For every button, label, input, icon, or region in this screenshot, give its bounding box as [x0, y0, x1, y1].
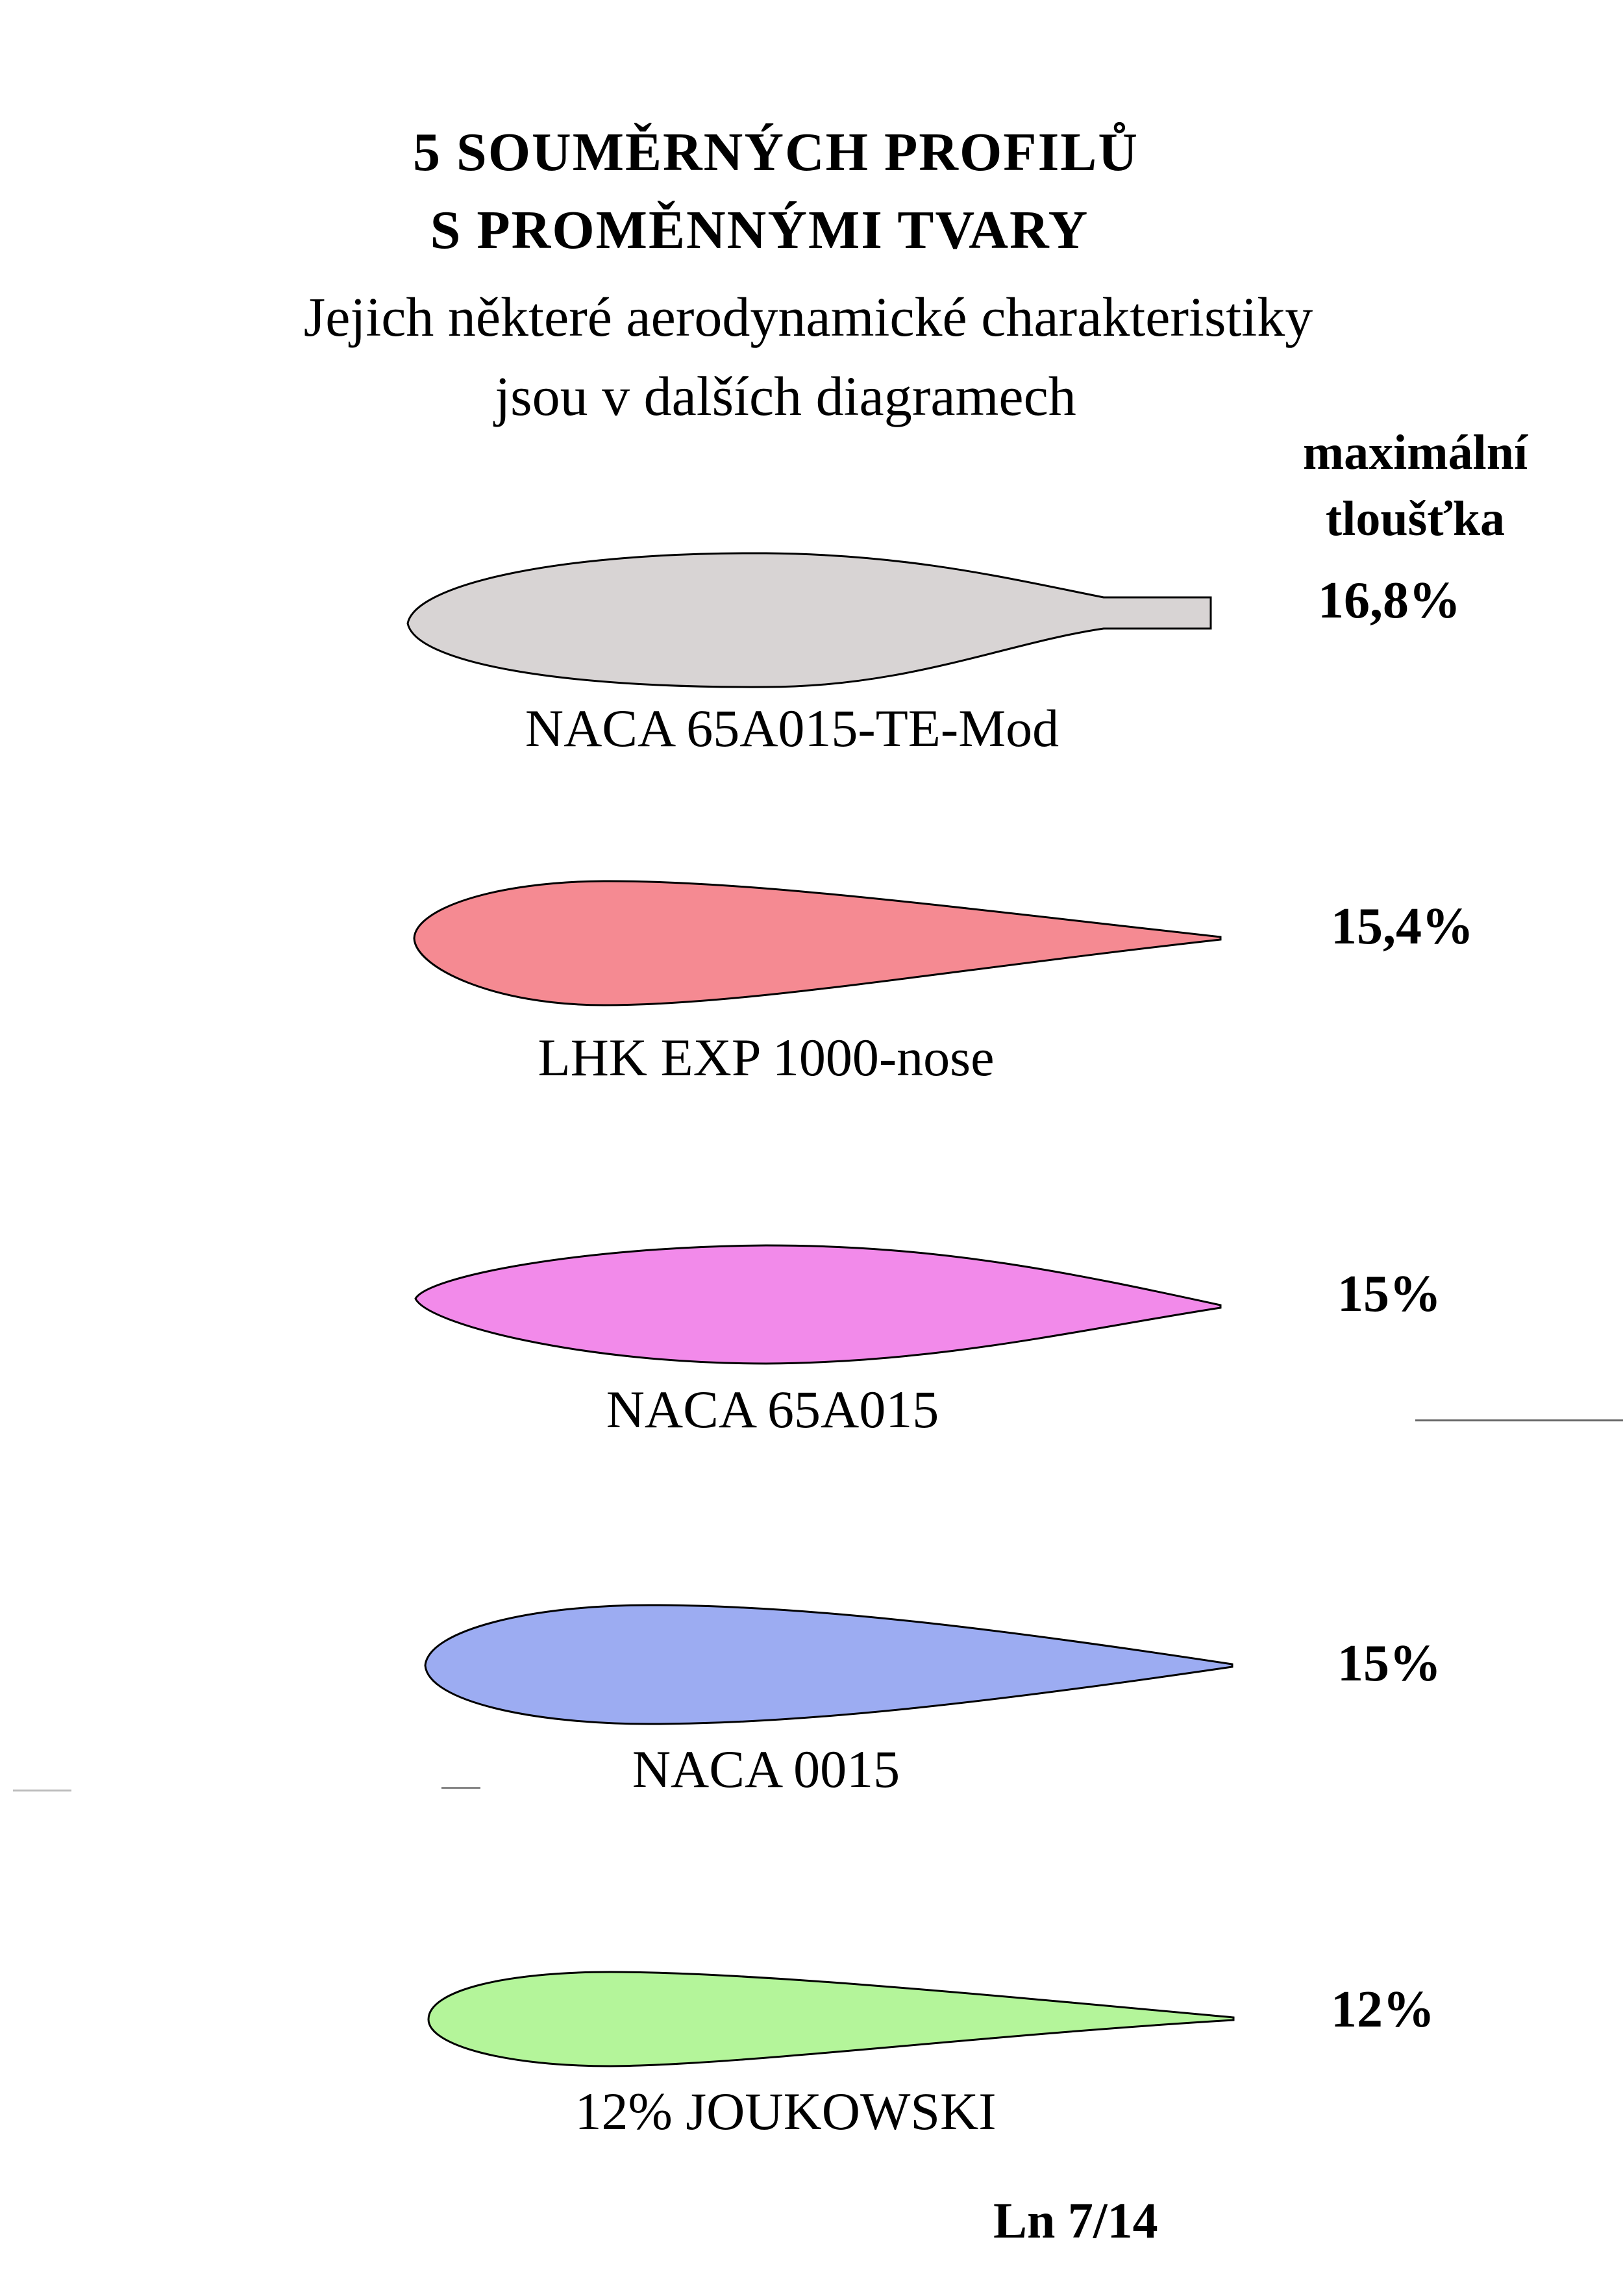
thickness-header-line-1: maximální — [1302, 425, 1528, 480]
max-thickness-naca-0015: 15% — [1337, 1635, 1441, 1692]
scan-artifact-line — [13, 1790, 71, 1791]
airfoil-outline-naca-65a015-te-mod — [406, 552, 1212, 688]
airfoil-outline-lhk-exp-1000-nose — [413, 880, 1222, 1006]
airfoil-outline-12-joukowski — [427, 1971, 1235, 2067]
profile-name-lhk-exp-1000-nose: LHK EXP 1000-nose — [538, 1028, 995, 1087]
page-reference: Ln 7/14 — [993, 2192, 1158, 2249]
max-thickness-naca-65a015: 15% — [1337, 1266, 1441, 1323]
airfoil-outline-naca-0015 — [424, 1604, 1233, 1725]
max-thickness-naca-65a015-te-mod: 16,8% — [1318, 572, 1461, 629]
airfoil-outline-naca-65a015 — [414, 1244, 1222, 1365]
profile-name-naca-65a015-te-mod: NACA 65A015-TE-Mod — [525, 699, 1059, 758]
scan-artifact-line — [441, 1787, 480, 1789]
profile-name-12-joukowski: 12% JOUKOWSKI — [575, 2082, 997, 2141]
max-thickness-lhk-exp-1000-nose: 15,4% — [1331, 898, 1474, 955]
subtitle-line-1: Jejich některé aerodynamické charakteris… — [303, 286, 1313, 348]
profile-name-naca-65a015: NACA 65A015 — [606, 1380, 939, 1439]
scan-artifact-line — [1415, 1419, 1623, 1421]
profile-name-naca-0015: NACA 0015 — [632, 1740, 900, 1799]
max-thickness-12-joukowski: 12% — [1331, 1981, 1435, 2038]
subtitle-line-2: jsou v dalších diagramech — [495, 365, 1076, 427]
title-line-2: S PROMĚNNÝMI TVARY — [430, 200, 1089, 260]
title-line-1: 5 SOUMĚRNÝCH PROFILŮ — [412, 122, 1139, 182]
thickness-header-line-2: tloušťka — [1325, 492, 1505, 546]
